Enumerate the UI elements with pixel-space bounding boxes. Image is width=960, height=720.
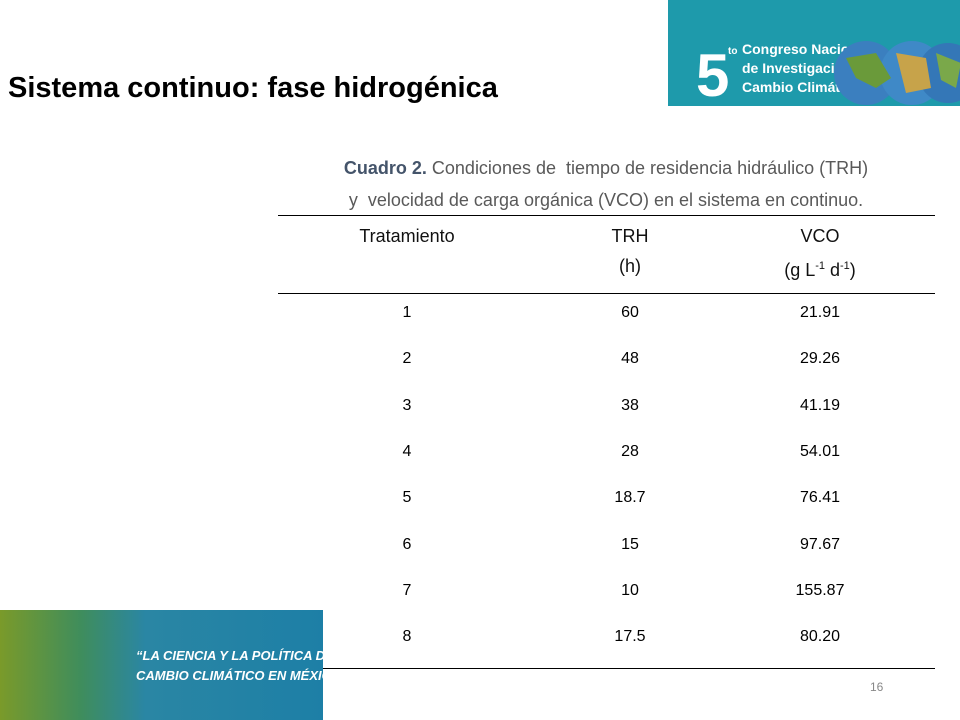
caption-label: Cuadro 2. (343, 158, 427, 178)
header-text: d (825, 260, 841, 280)
logo-number: 5 (696, 42, 729, 109)
table-cell: 48 (621, 350, 639, 368)
header-text: (g L (784, 260, 816, 280)
header-cell: VCO (800, 226, 840, 246)
table-cell: 28 (621, 442, 639, 460)
table-cell: 38 (621, 396, 639, 414)
table-rule (278, 293, 935, 294)
table-cell: 97.67 (799, 535, 841, 553)
land (935, 53, 960, 88)
table-cell: 1 (402, 304, 412, 321)
logo: 5 to Congreso Nacional de Investigación … (668, 0, 960, 109)
table-cell: 2 (402, 350, 412, 368)
table-cell: 29.26 (799, 350, 841, 368)
caption-line: y velocidad de carga orgánica (VCO) en e… (348, 190, 864, 210)
slide-title: Sistema continuo: fase hidrogénica (8, 72, 498, 104)
caption-line: Condiciones de tiempo de residencia hidr… (431, 158, 869, 178)
land (845, 53, 891, 88)
header-cell: (h) (619, 252, 641, 281)
table-cell: 80.20 (799, 628, 841, 646)
header-text: ) (849, 260, 856, 280)
table-cell: 18.7 (614, 489, 646, 507)
logo-line: Cambio Climático (742, 79, 860, 95)
table-cell: 76.41 (799, 489, 841, 507)
table-cell: 7 (402, 581, 412, 599)
banner-line: “LA CIENCIA Y LA POLÍTICA DEL (136, 648, 342, 663)
table-cell: 4 (402, 442, 412, 460)
table-cell: 41.19 (799, 396, 841, 414)
table-cell: 17.5 (614, 628, 646, 646)
header-text: -1 (815, 260, 826, 272)
logo-ordinal: to (728, 46, 737, 57)
banner-line: CAMBIO CLIMÁTICO EN MÉXICO” (136, 668, 348, 683)
table-cell: 5 (402, 489, 412, 507)
header-cell: TRH (611, 226, 649, 246)
logo-art: 5 to Congreso Nacional de Investigación … (696, 41, 960, 109)
header-cell: (g L-1 d-1) (784, 252, 856, 285)
caption: Cuadro 2. Condiciones de tiempo de resid… (250, 152, 960, 216)
land (895, 53, 931, 93)
table-cell: 155.87 (795, 581, 845, 599)
table-cell: 8 (402, 628, 412, 646)
header-text: (h) (619, 256, 641, 276)
table-cell: 6 (402, 535, 412, 553)
table-rule (278, 668, 935, 669)
table-cell: 21.91 (799, 304, 841, 321)
table-rule (278, 215, 935, 216)
page-number: 16 (870, 680, 884, 694)
table-cell: 54.01 (799, 442, 841, 460)
banner: “LA CIENCIA Y LA POLÍTICA DEL CAMBIO CLI… (0, 610, 348, 720)
header-text: -1 (840, 260, 850, 272)
table-cell: 60 (621, 304, 639, 321)
table-cell: 3 (402, 396, 412, 414)
table-cell: 10 (621, 581, 639, 599)
table-cell: 15 (621, 535, 639, 553)
header-cell: Tratamiento (359, 226, 455, 246)
logo-line: Congreso Nacional (742, 41, 870, 57)
